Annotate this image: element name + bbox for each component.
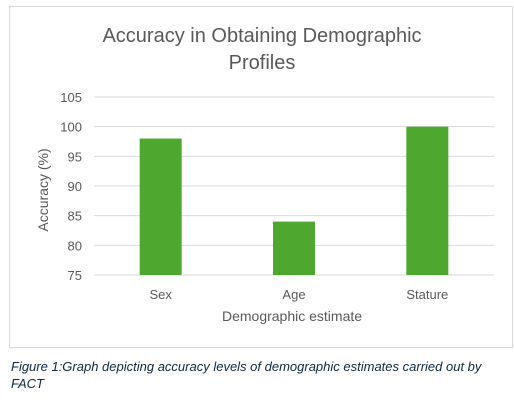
y-tick-label: 85 — [68, 209, 82, 224]
x-tick-label: Sex — [149, 287, 172, 302]
chart-title-line-1: Accuracy in Obtaining Demographic — [102, 25, 421, 47]
y-tick-label: 95 — [68, 149, 82, 164]
bar-stature — [406, 126, 449, 276]
bar-chart: Accuracy in Obtaining Demographic Profil… — [35, 25, 494, 324]
y-tick-label: 80 — [68, 238, 82, 253]
bar-age — [273, 221, 315, 275]
x-axis-ticks: Sex Age Stature — [149, 287, 448, 302]
chart-title-line-2: Profiles — [229, 52, 296, 74]
y-axis-label: Accuracy (%) — [35, 148, 51, 231]
y-tick-label: 105 — [60, 90, 82, 105]
bars — [139, 126, 449, 276]
y-axis-ticks: 75 80 85 90 95 100 105 — [60, 90, 82, 283]
y-tick-label: 100 — [60, 120, 82, 135]
x-axis-label: Demographic estimate — [222, 308, 362, 324]
x-tick-label: Stature — [406, 287, 448, 302]
figure-caption: Figure 1:Graph depicting accuracy levels… — [11, 359, 482, 391]
bar-sex — [139, 138, 182, 275]
chart-container: Accuracy in Obtaining Demographic Profil… — [9, 6, 513, 348]
y-tick-label: 90 — [68, 179, 82, 194]
y-tick-label: 75 — [68, 268, 82, 283]
x-tick-label: Age — [282, 287, 305, 302]
